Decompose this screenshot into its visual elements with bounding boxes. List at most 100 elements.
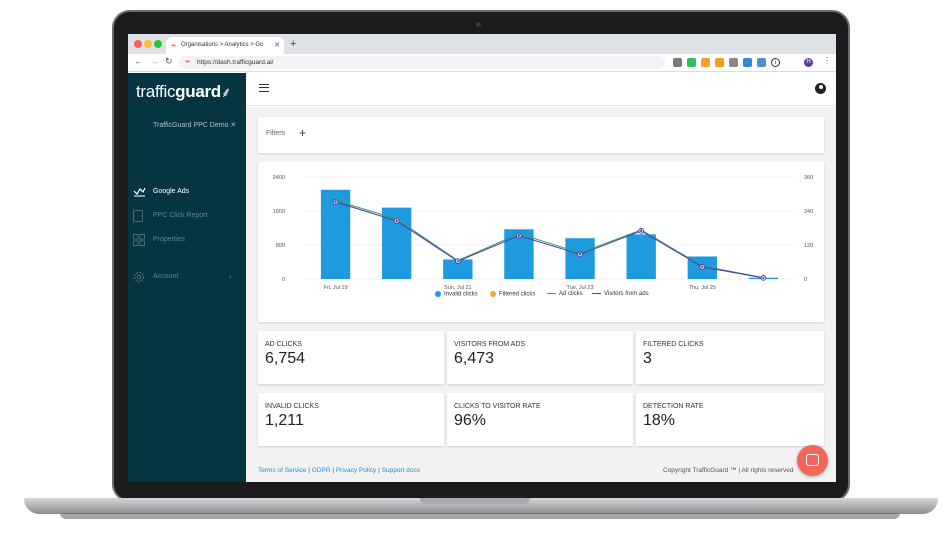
tab-title: Organisations > Analytics > Go xyxy=(181,42,264,48)
sidebar: trafficguard⸙ TrafficGuard PPC Demo ✕ Go… xyxy=(128,73,246,482)
main-content: Filters + 2400 360 1600 240 800 120 0 0 Fri, Jul… xyxy=(246,107,836,482)
point-visitors-from-ads-center xyxy=(517,234,521,237)
support-link[interactable]: Support docs xyxy=(381,467,420,474)
y-right-tick-label: 360 xyxy=(804,175,813,181)
browser-address-bar: ← → ↻ ✒ https://dash.trafficguard.ai/ i … xyxy=(128,54,836,72)
chat-button[interactable] xyxy=(797,445,828,476)
rss-extension-icon[interactable] xyxy=(715,58,724,67)
stat-label: CLICKS TO VISITOR RATE xyxy=(454,403,541,410)
sidebar-item-label: Properties xyxy=(153,236,185,243)
stat-card-filtered-clicks: FILTERED CLICKS 3 xyxy=(636,331,824,384)
sidebar-item-label: PPC Click Report xyxy=(153,212,208,219)
terms-link[interactable]: Terms of Service xyxy=(258,467,307,474)
stat-value: 96% xyxy=(454,412,487,429)
point-visitors-from-ads-center xyxy=(395,219,398,223)
browser-tab-bar: ✒ Organisations > Analytics > Go ✕ + xyxy=(128,34,836,54)
point-ad-clicks xyxy=(762,276,765,279)
stat-card-visitors-from-ads: VISITORS FROM ADS 6,473 xyxy=(447,331,633,384)
user-account-icon[interactable] xyxy=(815,83,826,94)
sidebar-item-google-ads[interactable]: Google Ads xyxy=(128,186,246,200)
gdpr-link[interactable]: GDPR xyxy=(311,467,331,474)
point-visitors-from-ads-center xyxy=(578,253,582,256)
report-icon xyxy=(133,210,143,222)
laptop-base xyxy=(24,498,938,514)
account-selector[interactable]: TrafficGuard PPC Demo ✕ xyxy=(153,122,237,129)
laptop-shadow xyxy=(60,513,900,519)
site-icon: ✒ xyxy=(185,59,191,66)
stat-value: 6,754 xyxy=(265,350,306,367)
sidebar-item-properties[interactable]: Properties xyxy=(128,234,246,248)
stat-value: 1,211 xyxy=(265,412,304,429)
evernote-extension-icon[interactable] xyxy=(687,58,696,67)
legend-swatch xyxy=(592,292,601,294)
y-left-tick-label: 800 xyxy=(276,243,285,249)
chart-card: 2400 360 1600 240 800 120 0 0 Fri, Jul 19 Sun, Ju… xyxy=(258,162,824,322)
checkbox-extension-icon[interactable] xyxy=(743,58,752,67)
privacy-link[interactable]: Privacy Policy xyxy=(335,467,377,474)
maximize-window-button[interactable] xyxy=(154,40,162,48)
logo-text-bold: guard xyxy=(175,82,221,101)
legend-label: Invalid clicks xyxy=(444,291,478,298)
new-tab-button[interactable]: + xyxy=(290,38,297,50)
back-arrow-icon[interactable]: ← xyxy=(134,56,143,66)
reload-icon[interactable]: ↻ xyxy=(165,56,173,66)
trafficguard-logo[interactable]: trafficguard⸙ xyxy=(136,82,231,102)
legend-swatch xyxy=(490,291,496,297)
url-field[interactable]: ✒ https://dash.trafficguard.ai/ xyxy=(179,56,665,69)
stat-label: INVALID CLICKS xyxy=(265,403,319,410)
cloud-extension-icon[interactable] xyxy=(673,58,682,67)
favicon-icon: ✒ xyxy=(171,43,177,50)
more-menu-icon[interactable]: ⋮ xyxy=(823,56,831,65)
point-ad-clicks xyxy=(456,259,459,262)
copyright-text: Copyright TrafficGuard ™ | All rights re… xyxy=(663,467,794,474)
y-right-tick-label: 120 xyxy=(804,243,813,249)
filters-label: Filters xyxy=(266,130,286,137)
stat-label: AD CLICKS xyxy=(265,341,302,348)
sidebar-item-ppc-click-report[interactable]: PPC Click Report xyxy=(128,210,246,224)
bar-invalid-clicks xyxy=(443,259,473,279)
wave-extension-icon[interactable] xyxy=(729,58,738,67)
filters-card: Filters + xyxy=(258,117,824,153)
separator: | xyxy=(332,467,335,474)
y-right-tick-label: 240 xyxy=(804,209,813,215)
legend-visitors-from-ads[interactable]: Visitors from ads xyxy=(592,291,649,297)
point-visitors-from-ads-center xyxy=(334,200,337,204)
minimize-window-button[interactable] xyxy=(144,40,152,48)
stat-value: 18% xyxy=(643,412,676,429)
browser-tab[interactable]: ✒ Organisations > Analytics > Go ✕ xyxy=(166,37,284,54)
line-visitors-from-ads xyxy=(335,201,764,279)
tab-close-icon[interactable]: ✕ xyxy=(274,42,280,49)
info-extension-icon[interactable]: i xyxy=(771,58,780,67)
gear-icon xyxy=(133,271,145,283)
y-left-tick-label: 0 xyxy=(282,277,285,283)
stat-label: FILTERED CLICKS xyxy=(643,341,704,348)
separator: | xyxy=(378,467,380,474)
legend-invalid-clicks[interactable]: Invalid clicks xyxy=(435,291,478,298)
stat-card-click-to-visitor-rate: CLICKS TO VISITOR RATE 96% xyxy=(447,393,633,446)
app-header xyxy=(246,73,836,106)
line-ad-clicks xyxy=(335,200,764,279)
sidebar-item-account[interactable]: Account › xyxy=(128,271,246,285)
forward-arrow-icon[interactable]: → xyxy=(150,56,159,66)
legend-ad-clicks[interactable]: Ad clicks xyxy=(547,291,583,297)
sidebar-item-label: Account xyxy=(153,273,179,280)
screen: ✒ Organisations > Analytics > Go ✕ + ← →… xyxy=(128,34,836,482)
bar-invalid-clicks xyxy=(565,238,595,279)
hamburger-menu-icon[interactable] xyxy=(259,84,269,92)
profile-avatar[interactable]: H xyxy=(804,58,813,67)
point-ad-clicks xyxy=(517,232,520,235)
x-tick-label: Tue, Jul 23 xyxy=(567,285,594,291)
offers-extension-icon[interactable] xyxy=(701,58,710,67)
clicks-chart: 2400 360 1600 240 800 120 0 0 Fri, Jul 19 Sun, Ju… xyxy=(273,175,813,291)
add-filter-button[interactable]: + xyxy=(299,126,307,140)
legend-swatch xyxy=(435,291,441,297)
legend-label: Ad clicks xyxy=(559,291,583,297)
point-ad-clicks xyxy=(334,199,337,202)
camera xyxy=(476,22,481,27)
legend-swatch xyxy=(547,292,556,294)
close-window-button[interactable] xyxy=(134,40,142,48)
legend-filtered-clicks[interactable]: Filtered clicks xyxy=(490,291,535,298)
y-right-tick-label: 0 xyxy=(804,277,807,283)
translate-extension-icon[interactable] xyxy=(757,58,766,67)
legend-label: Filtered clicks xyxy=(499,291,536,298)
